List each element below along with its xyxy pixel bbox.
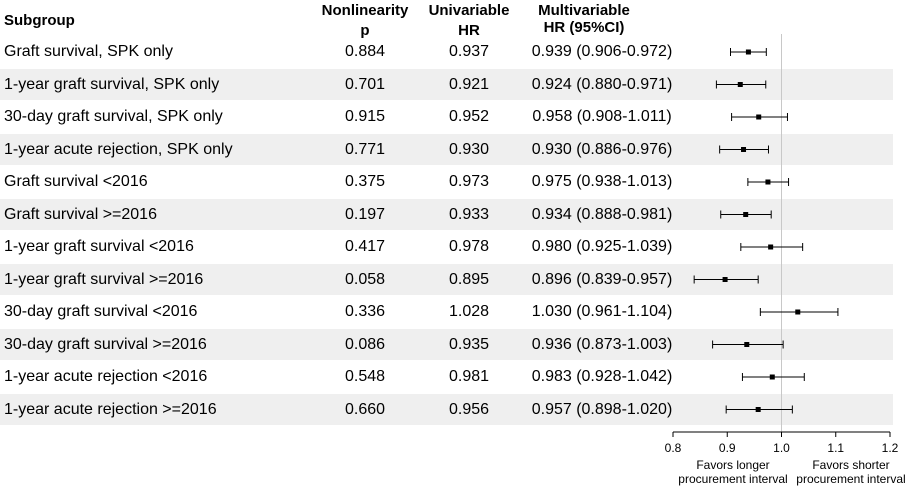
hr-point — [765, 179, 771, 185]
hr-point — [768, 244, 774, 250]
favors-shorter-line2: procurement interval — [796, 472, 906, 486]
row-subgroup: 1-year acute rejection <2016 — [4, 368, 208, 385]
hr-point — [741, 147, 747, 152]
row-nonlinearity-p: 0.375 — [344, 173, 386, 190]
header-multivariable-line1: Multivariable — [538, 2, 630, 19]
header-univariable: Univariable HR — [419, 2, 519, 39]
hr-point — [755, 407, 761, 412]
row-subgroup: 30-day graft survival <2016 — [4, 303, 198, 320]
row-multivariable-hr: 0.934 (0.888-0.981) — [531, 205, 673, 223]
row-subgroup: Graft survival <2016 — [4, 173, 148, 190]
row-multivariable-hr: 0.983 (0.928-1.042) — [531, 368, 673, 385]
row-univariable-hr: 0.937 — [448, 43, 490, 60]
row-multivariable-hr: 0.936 (0.873-1.003) — [531, 335, 673, 353]
row-subgroup: 30-day graft survival >=2016 — [4, 335, 207, 353]
row-multivariable-hr: 0.896 (0.839-0.957) — [531, 270, 673, 288]
header-subgroup-text: Subgroup — [4, 12, 75, 29]
x-tick-label: 1.0 — [773, 441, 790, 455]
row-univariable-hr: 1.028 — [448, 303, 490, 320]
row-univariable-hr: 0.930 — [448, 140, 490, 158]
row-univariable-hr: 0.933 — [448, 205, 490, 223]
header-nonlinearity-line2: p — [360, 22, 370, 39]
row-multivariable-hr: 1.030 (0.961-1.104) — [531, 303, 673, 320]
header-nonlinearity-line1: Nonlinearity — [321, 2, 409, 19]
row-subgroup: 1-year graft survival >=2016 — [4, 270, 204, 288]
hr-point — [743, 212, 749, 217]
row-nonlinearity-p: 0.197 — [344, 205, 386, 223]
favors-shorter-label: Favors shorter procurement interval — [790, 458, 912, 486]
row-univariable-hr: 0.952 — [448, 108, 490, 125]
row-univariable-hr: 0.935 — [448, 335, 490, 353]
x-tick-label: 1.1 — [827, 441, 844, 455]
row-nonlinearity-p: 0.660 — [344, 400, 386, 418]
row-nonlinearity-p: 0.417 — [344, 238, 386, 255]
row-multivariable-hr: 0.957 (0.898-1.020) — [531, 400, 673, 418]
hr-point — [744, 342, 750, 347]
hr-point — [737, 82, 743, 87]
row-subgroup: Graft survival, SPK only — [4, 43, 173, 60]
favors-longer-line2: procurement interval — [678, 472, 788, 486]
row-subgroup: 1-year graft survival <2016 — [4, 238, 194, 255]
favors-longer-label: Favors longer procurement interval — [665, 458, 801, 486]
row-nonlinearity-p: 0.884 — [344, 43, 386, 60]
row-multivariable-hr: 0.930 (0.886-0.976) — [531, 140, 673, 158]
row-multivariable-hr: 0.980 (0.925-1.039) — [531, 238, 673, 255]
x-tick-label: 0.8 — [665, 441, 682, 455]
row-univariable-hr: 0.973 — [448, 173, 490, 190]
header-univariable-line2: HR — [458, 22, 480, 39]
row-univariable-hr: 0.978 — [448, 238, 490, 255]
row-subgroup: Graft survival >=2016 — [4, 205, 157, 223]
x-tick-label: 0.9 — [719, 441, 736, 455]
row-nonlinearity-p: 0.701 — [344, 75, 386, 93]
row-nonlinearity-p: 0.915 — [344, 108, 386, 125]
row-subgroup: 1-year graft survival, SPK only — [4, 75, 220, 93]
hr-point — [769, 374, 775, 380]
x-tick-label: 1.2 — [882, 441, 899, 455]
hr-point — [745, 49, 751, 55]
row-subgroup: 1-year acute rejection, SPK only — [4, 140, 233, 158]
favors-longer-line1: Favors longer — [696, 458, 770, 472]
header-univariable-line1: Univariable — [428, 2, 510, 19]
row-nonlinearity-p: 0.058 — [344, 270, 386, 288]
header-multivariable-line2: HR (95%CI) — [543, 19, 625, 36]
header-nonlinearity: Nonlinearity p — [315, 2, 415, 39]
row-multivariable-hr: 0.975 (0.938-1.013) — [531, 173, 673, 190]
row-subgroup: 1-year acute rejection >=2016 — [4, 400, 217, 418]
row-nonlinearity-p: 0.771 — [344, 140, 386, 158]
favors-shorter-line1: Favors shorter — [812, 458, 890, 472]
row-nonlinearity-p: 0.336 — [344, 303, 386, 320]
row-univariable-hr: 0.981 — [448, 368, 490, 385]
hr-point — [756, 114, 762, 120]
row-subgroup: 30-day graft survival, SPK only — [4, 108, 223, 125]
hr-point — [722, 277, 728, 282]
row-nonlinearity-p: 0.548 — [344, 368, 386, 385]
header-multivariable: Multivariable HR (95%CI) — [524, 2, 644, 36]
row-multivariable-hr: 0.958 (0.908-1.011) — [532, 108, 672, 125]
row-multivariable-hr: 0.924 (0.880-0.971) — [531, 75, 673, 93]
row-univariable-hr: 0.895 — [448, 270, 490, 288]
hr-point — [795, 309, 801, 315]
row-nonlinearity-p: 0.086 — [344, 335, 386, 353]
row-multivariable-hr: 0.939 (0.906-0.972) — [531, 43, 673, 60]
row-univariable-hr: 0.956 — [448, 400, 490, 418]
row-univariable-hr: 0.921 — [448, 75, 490, 93]
header-subgroup: Subgroup — [4, 12, 75, 29]
